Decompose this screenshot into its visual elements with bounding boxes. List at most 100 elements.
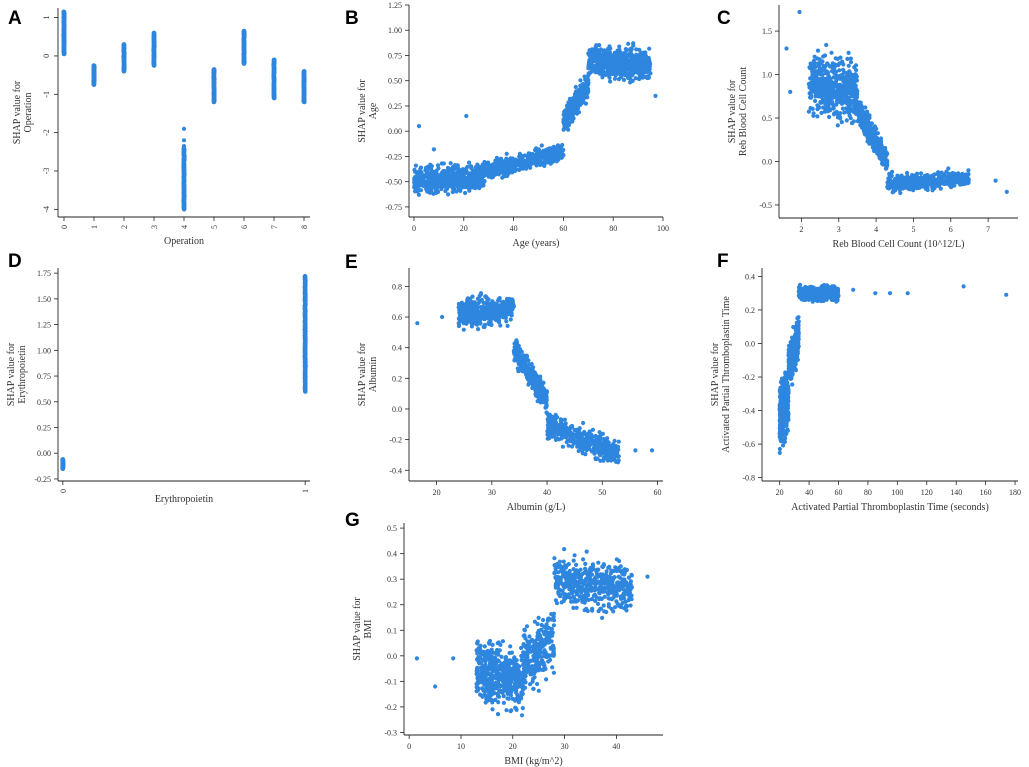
data-point (493, 312, 498, 317)
data-point (839, 120, 844, 125)
data-point (462, 183, 467, 188)
x-tick-label: 6 (949, 225, 953, 234)
data-point (448, 181, 453, 186)
data-point (412, 167, 417, 172)
data-point (493, 158, 498, 163)
y-tick-label: 0.2 (392, 374, 402, 383)
data-point (832, 88, 837, 94)
data-point (813, 88, 818, 93)
data-point (615, 58, 620, 64)
data-point (533, 370, 538, 376)
data-point (824, 42, 829, 48)
data-point (462, 304, 467, 309)
data-point (593, 63, 598, 68)
data-point (846, 63, 851, 68)
data-point (598, 67, 603, 72)
panel-e: E20 30 40 50 60-0.4-0.20.00.20.40.60.8Albumi… (345, 252, 663, 513)
data-point (848, 60, 854, 65)
data-point (555, 153, 560, 159)
data-point (121, 42, 127, 47)
data-point (633, 76, 638, 81)
data-point (589, 55, 594, 60)
data-point (537, 159, 542, 164)
y-tick-label: 0.0 (762, 157, 772, 166)
data-point (965, 181, 970, 186)
data-point (634, 60, 639, 65)
data-point (560, 148, 565, 153)
data-point (469, 166, 474, 171)
data-point (456, 321, 461, 326)
y-tick-label: 0.50 (37, 398, 51, 407)
data-point (476, 327, 481, 332)
data-point (832, 67, 837, 73)
data-point (847, 113, 852, 118)
data-point (610, 69, 615, 74)
data-point (457, 308, 462, 313)
data-point (879, 156, 884, 161)
data-point (465, 164, 470, 169)
data-point (520, 158, 525, 163)
data-point (818, 76, 823, 81)
data-point (823, 100, 829, 106)
data-point (414, 175, 420, 180)
data-point (461, 319, 467, 324)
data-point (852, 84, 857, 89)
data-point (454, 189, 459, 194)
x-tick-label: 6 (240, 225, 249, 229)
data-point (883, 156, 888, 162)
data-point (477, 164, 482, 170)
data-point (573, 84, 578, 90)
data-point (461, 327, 466, 332)
data-point (419, 176, 424, 181)
data-point (627, 54, 632, 59)
data-point (844, 118, 849, 123)
data-point (645, 75, 650, 81)
data-point (452, 171, 457, 176)
data-point (211, 67, 217, 72)
data-point (855, 89, 860, 94)
data-point (60, 457, 66, 462)
data-point (618, 54, 623, 59)
data-point (884, 166, 889, 171)
data-point (874, 126, 879, 131)
y-axis-title-line: Operation (23, 93, 34, 133)
data-point (586, 88, 591, 93)
data-point (844, 91, 850, 96)
data-point (936, 182, 941, 187)
data-point (416, 124, 422, 129)
data-point (413, 163, 418, 168)
data-point (502, 300, 507, 305)
data-point (483, 169, 488, 174)
data-point (485, 309, 490, 314)
data-point (815, 85, 820, 90)
x-tick-label: 5 (210, 225, 219, 229)
data-point (528, 374, 534, 379)
data-point (518, 356, 523, 361)
data-point (302, 273, 308, 279)
y-tick-label: 1.00 (37, 346, 51, 355)
data-point (927, 177, 932, 182)
y-axis-title-line: SHAP value for (357, 79, 368, 143)
x-tick-label: 50 (598, 488, 606, 497)
y-axis-title-line: SHAP value for (12, 80, 23, 144)
data-point (474, 322, 480, 327)
data-point (878, 149, 884, 154)
data-point (606, 51, 611, 56)
data-point (608, 79, 613, 84)
x-tick-label: 0 (60, 225, 69, 229)
panel-d: D0 1-0.250.000.250.500.751.001.251.501.75… (6, 251, 310, 505)
data-point (952, 183, 957, 188)
y-tick-label: -0.25 (385, 152, 402, 161)
data-point (837, 76, 843, 81)
data-point (514, 340, 520, 345)
data-point (565, 113, 570, 118)
data-point (860, 109, 866, 114)
x-tick-label: 4 (180, 225, 189, 229)
data-point (549, 153, 554, 158)
data-point (516, 369, 521, 374)
data-point (497, 167, 502, 172)
data-point (473, 165, 478, 170)
y-tick-label: 0.75 (37, 372, 51, 381)
x-tick-label: 20 (460, 224, 468, 233)
data-point (463, 175, 468, 181)
